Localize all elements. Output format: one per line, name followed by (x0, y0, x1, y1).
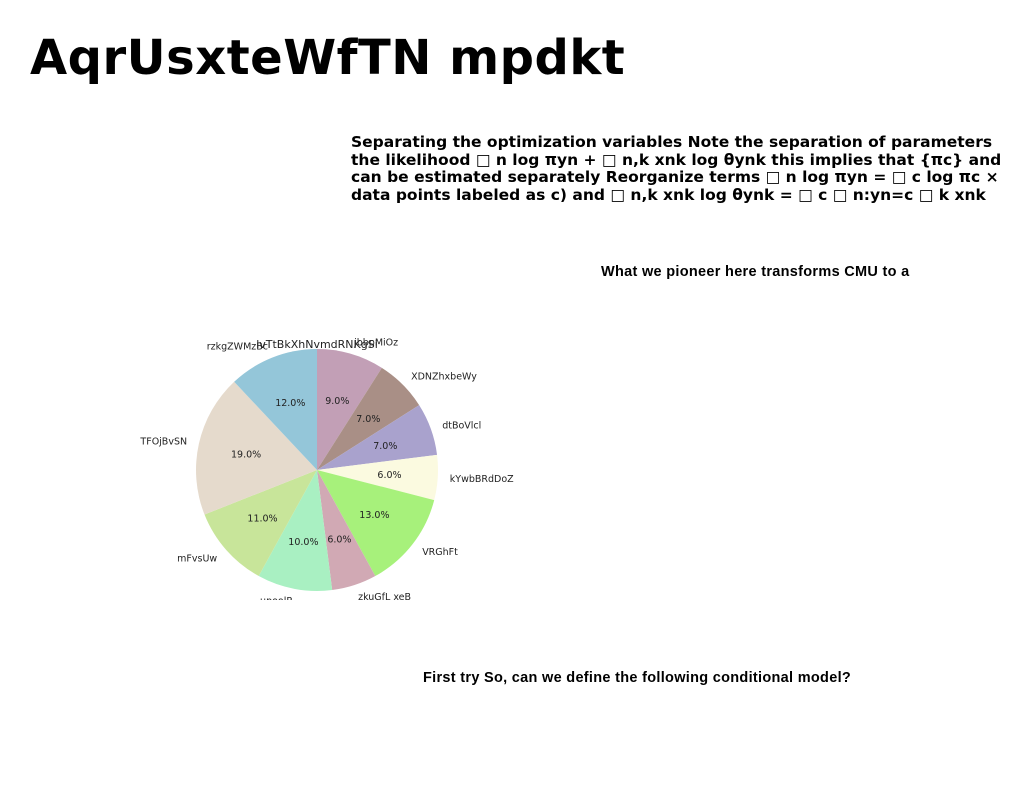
pie-percent-label: 11.0% (247, 514, 277, 525)
pie-slice-jbbpMiOz (317, 349, 382, 470)
pie-category-label: mFvsUw (177, 554, 217, 565)
pie-category-label: jbbpMiOz (353, 338, 398, 349)
pie-slice-kYwbBRdDoZ (317, 454, 439, 501)
pie-category-labels: jbbpMiOz XDNZhxbeWy dtBoVlcl kYwbBRdDoZ VRGh… (139, 338, 514, 600)
pie-percent-label: 9.0% (325, 396, 349, 407)
pie-category-label: TFOjBvSN (139, 437, 187, 448)
pie-category-label: dtBoVlcl (442, 420, 481, 431)
pie-percent-label: 7.0% (373, 441, 397, 452)
pie-category-label: kYwbBRdDoZ (450, 474, 514, 485)
pie-percent-label: 13.0% (359, 510, 389, 521)
paragraph-line: Separating the optimization variables No… (351, 134, 993, 151)
paragraph-line: the likelihood □ n log πyn + □ n,k xnk l… (351, 150, 1002, 169)
caption-top: What we pioneer here transforms CMU to a (601, 264, 910, 280)
pie-percent-label: 6.0% (327, 535, 351, 546)
pie-category-label: upoolP (260, 596, 292, 600)
pie-percent-labels: 9.0% 7.0% 7.0% 6.0% 13.0% 6.0% 10.0% 11.0% 19.0%… (231, 396, 402, 548)
pie-slice-upoolP (258, 470, 333, 592)
pie-percent-label: 6.0% (377, 470, 401, 481)
pie-slice-XDNZhxbeWy (317, 367, 420, 470)
pie-percent-label: 19.0% (231, 450, 261, 461)
pie-category-label: rzkgZWMzBc (207, 342, 268, 353)
page-title: AqrUsxteWfTN mpdkt (30, 30, 626, 86)
pie-slice-dtBoVlcl (317, 405, 438, 470)
pie-percent-label: 10.0% (288, 537, 318, 548)
pie-slice-rzkgZWMzBc (234, 349, 317, 470)
pie-slice-VRGhFt (317, 470, 435, 577)
pie-category-label: zkuGfL xeB (358, 592, 411, 600)
pie-category-label: VRGhFt (422, 547, 458, 558)
body-paragraph: Separating the optimization variables No… (351, 134, 1024, 204)
paragraph-line: can be estimated separately Reorganize t… (351, 168, 999, 186)
pie-slice-TFOjBvSN (196, 381, 317, 515)
pie-percent-label: 7.0% (356, 414, 380, 425)
pie-slice-mFvsUw (204, 470, 317, 577)
pie-chart: lvTtBkXhNvmdRNKgSi 9.0% 7.0% 7.0% 6.0% 13.0%… (139, 338, 514, 600)
pie-percent-label: 12.0% (275, 398, 305, 409)
pie-slice-zkuGfL xeB (317, 470, 376, 591)
caption-bottom: First try So, can we define the followin… (423, 670, 852, 686)
pie-slices (196, 349, 439, 592)
pie-category-label: XDNZhxbeWy (411, 371, 477, 382)
paragraph-line: data points labeled as c) and □ n,k xnk … (351, 185, 986, 204)
chart-title: lvTtBkXhNvmdRNKgSi (256, 338, 378, 351)
